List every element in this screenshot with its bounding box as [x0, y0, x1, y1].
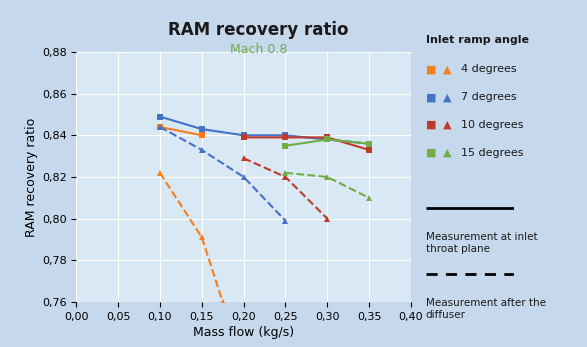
- Text: ▲: ▲: [443, 92, 451, 102]
- Y-axis label: RAM recovery ratio: RAM recovery ratio: [25, 117, 38, 237]
- Text: ▲: ▲: [443, 65, 451, 74]
- Text: Inlet ramp angle: Inlet ramp angle: [426, 35, 528, 45]
- Text: ▲: ▲: [443, 120, 451, 130]
- Text: Measurement at inlet
throat plane: Measurement at inlet throat plane: [426, 232, 537, 254]
- Text: RAM recovery ratio: RAM recovery ratio: [168, 21, 349, 39]
- Text: 10 degrees: 10 degrees: [461, 120, 523, 130]
- Text: ■: ■: [426, 120, 436, 130]
- Text: ■: ■: [426, 148, 436, 158]
- X-axis label: Mass flow (kg/s): Mass flow (kg/s): [193, 326, 294, 339]
- Text: 4 degrees: 4 degrees: [461, 65, 517, 74]
- Text: 7 degrees: 7 degrees: [461, 92, 517, 102]
- Text: ▲: ▲: [443, 148, 451, 158]
- Text: 15 degrees: 15 degrees: [461, 148, 523, 158]
- Text: Measurement after the
diffuser: Measurement after the diffuser: [426, 298, 545, 320]
- Text: ■: ■: [426, 65, 436, 74]
- Text: Mach 0.8: Mach 0.8: [230, 43, 287, 56]
- Text: ■: ■: [426, 92, 436, 102]
